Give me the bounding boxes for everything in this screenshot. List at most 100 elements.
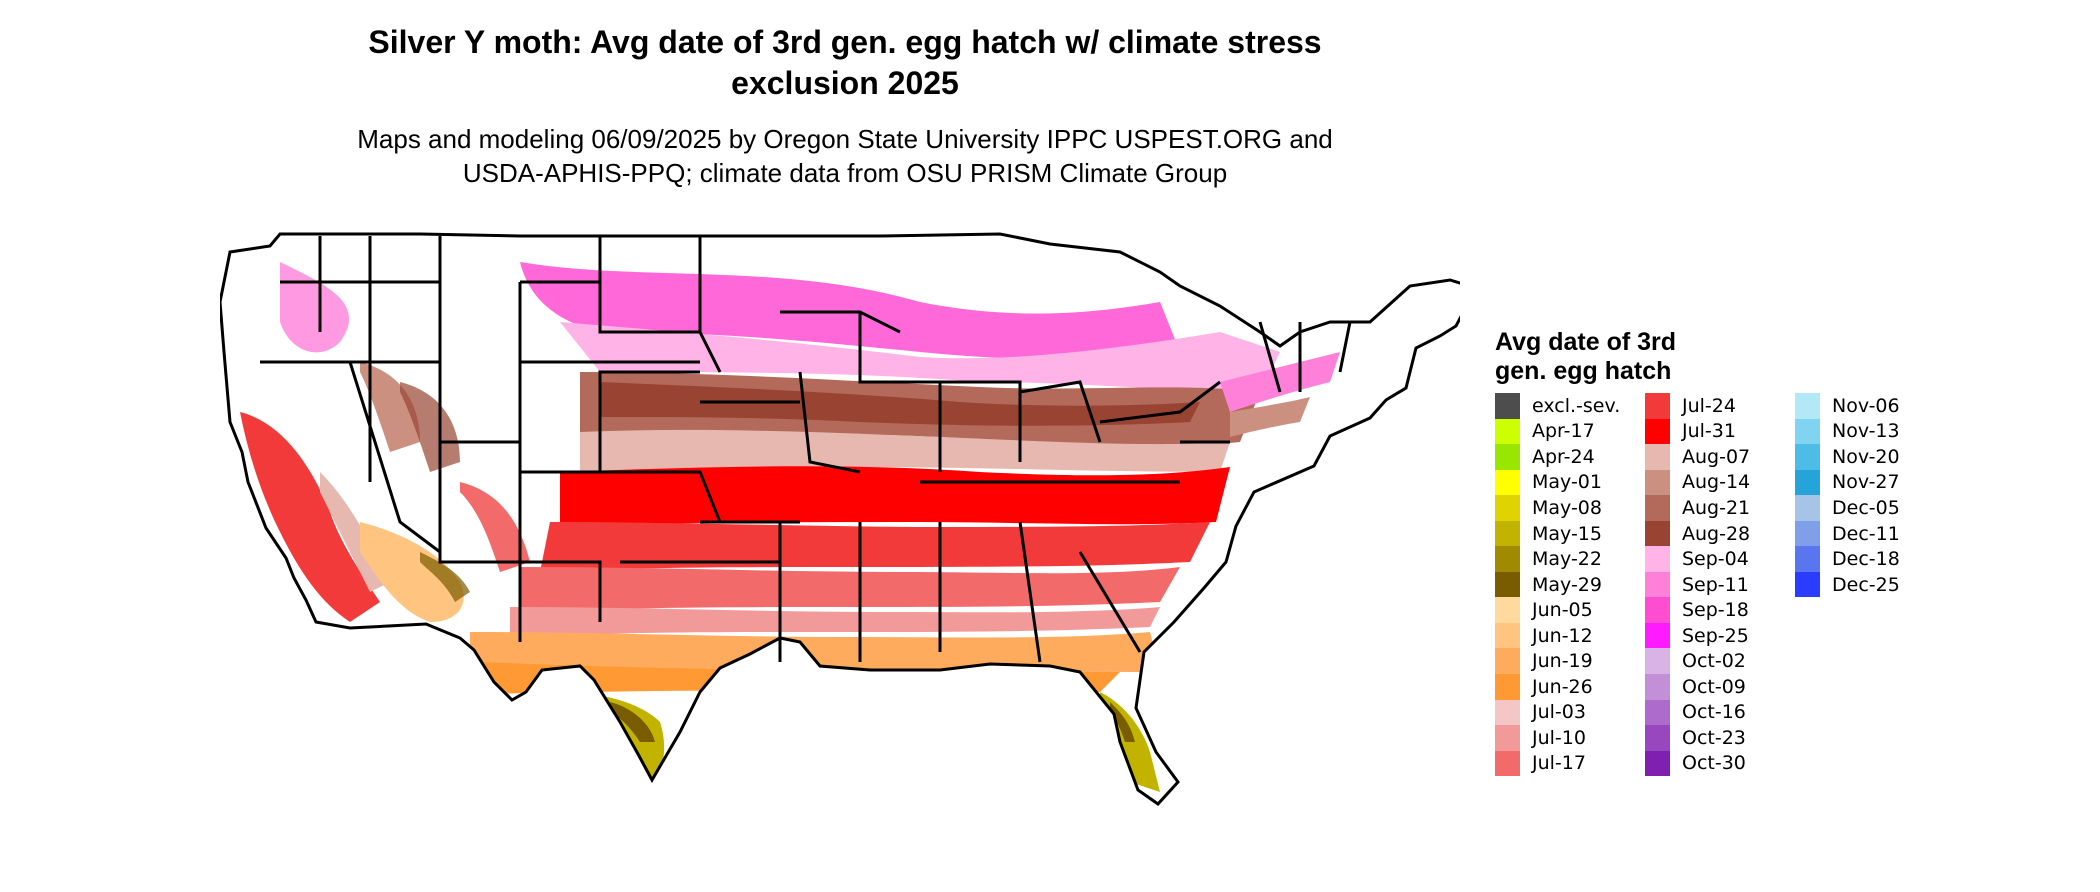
legend-swatch	[1495, 674, 1520, 700]
legend-swatch	[1495, 520, 1520, 547]
state-boundaries	[220, 232, 1460, 806]
legend-label: May-08	[1532, 496, 1602, 519]
legend-swatch	[1495, 750, 1520, 777]
legend-item: Jun-26	[1495, 674, 1645, 700]
legend-item: May-29	[1495, 571, 1645, 598]
legend-item: Jul-10	[1495, 725, 1645, 751]
legend-item: Aug-28	[1645, 520, 1795, 547]
legend-item: Apr-24	[1495, 444, 1645, 470]
legend-swatch	[1645, 597, 1670, 623]
legend-label: Nov-13	[1832, 420, 1900, 443]
legend-swatch	[1645, 495, 1670, 521]
legend-swatch	[1795, 495, 1820, 521]
map-legend: Avg date of 3rd gen. egg hatch excl.-sev…	[1495, 328, 1915, 788]
legend-item: May-01	[1495, 469, 1645, 496]
legend-swatch	[1795, 546, 1820, 572]
legend-swatch	[1645, 469, 1670, 496]
legend-item: Sep-18	[1645, 597, 1795, 623]
legend-swatch	[1795, 418, 1820, 445]
legend-item: Jun-05	[1495, 597, 1645, 623]
legend-item: Oct-23	[1645, 725, 1795, 751]
legend-swatch	[1795, 571, 1820, 598]
legend-item: Jul-17	[1495, 750, 1645, 777]
legend-swatch	[1495, 393, 1520, 419]
legend-swatch	[1645, 725, 1670, 751]
legend-label: Dec-11	[1832, 522, 1900, 545]
legend-swatch	[1645, 393, 1670, 419]
map-subtitle: Maps and modeling 06/09/2025 by Oregon S…	[0, 122, 1690, 190]
legend-item: Dec-18	[1795, 546, 1935, 572]
legend-swatch	[1645, 750, 1670, 777]
map-title-line2: exclusion 2025	[731, 65, 959, 101]
legend-label: Aug-21	[1682, 496, 1751, 519]
legend-item: Oct-16	[1645, 699, 1795, 726]
legend-label: Oct-09	[1682, 675, 1746, 698]
legend-item: Nov-27	[1795, 469, 1935, 496]
legend-label: Oct-16	[1682, 701, 1746, 724]
legend-swatch	[1645, 418, 1670, 445]
legend-item: Sep-04	[1645, 546, 1795, 572]
legend-label: Oct-30	[1682, 752, 1746, 775]
legend-label: Jul-24	[1682, 394, 1736, 417]
legend-swatch	[1645, 622, 1670, 649]
legend-item: Nov-13	[1795, 418, 1935, 445]
legend-label: May-01	[1532, 471, 1602, 494]
legend-swatch	[1495, 444, 1520, 470]
legend-label: Jun-19	[1532, 650, 1593, 673]
legend-swatch	[1795, 444, 1820, 470]
legend-item: Sep-25	[1645, 622, 1795, 649]
legend-swatch	[1795, 393, 1820, 419]
legend-swatch	[1645, 674, 1670, 700]
legend-label: Sep-11	[1682, 573, 1749, 596]
legend-swatch	[1645, 520, 1670, 547]
legend-item: Jun-19	[1495, 648, 1645, 675]
legend-swatch	[1645, 444, 1670, 470]
legend-swatch	[1495, 622, 1520, 649]
legend-item: Dec-05	[1795, 495, 1935, 521]
legend-label: Jun-05	[1532, 599, 1593, 622]
legend-label: Jul-17	[1532, 752, 1586, 775]
legend-label: Dec-18	[1832, 548, 1900, 571]
legend-item: Nov-20	[1795, 444, 1935, 470]
legend-swatch	[1795, 520, 1820, 547]
legend-swatch	[1495, 648, 1520, 675]
legend-item: May-22	[1495, 546, 1645, 572]
legend-item: Aug-21	[1645, 495, 1795, 521]
map-subtitle-line2: USDA-APHIS-PPQ; climate data from OSU PR…	[462, 158, 1228, 188]
legend-label: Jun-12	[1532, 624, 1593, 647]
legend-swatch	[1495, 725, 1520, 751]
date-raster	[220, 234, 1460, 804]
legend-label: Aug-07	[1682, 445, 1751, 468]
legend-swatch	[1495, 571, 1520, 598]
legend-label: Dec-25	[1832, 573, 1900, 596]
legend-swatch	[1495, 597, 1520, 623]
legend-item: Jul-24	[1645, 393, 1795, 419]
legend-label: Nov-27	[1832, 471, 1900, 494]
legend-item: Jul-03	[1495, 699, 1645, 726]
legend-item: Oct-09	[1645, 674, 1795, 700]
legend-label: May-22	[1532, 548, 1602, 571]
legend-item: excl.-sev.	[1495, 393, 1645, 419]
legend-swatch	[1495, 495, 1520, 521]
legend-label: Aug-14	[1682, 471, 1751, 494]
map-title: Silver Y moth: Avg date of 3rd gen. egg …	[0, 22, 1690, 104]
legend-title-line2: gen. egg hatch	[1495, 357, 1672, 385]
legend-item: Oct-02	[1645, 648, 1795, 675]
legend-swatch	[1495, 418, 1520, 445]
legend-label: Oct-02	[1682, 650, 1746, 673]
legend-label: Aug-28	[1682, 522, 1751, 545]
legend-label: Jul-10	[1532, 726, 1586, 749]
legend-swatch	[1495, 546, 1520, 572]
legend-item: Apr-17	[1495, 418, 1645, 445]
legend-item: May-08	[1495, 495, 1645, 521]
legend-swatch	[1645, 546, 1670, 572]
legend-entries: excl.-sev. Apr-17 Apr-24 May-01 May-08 May-15…	[1495, 393, 1935, 777]
legend-swatch	[1645, 699, 1670, 726]
legend-label: Nov-20	[1832, 445, 1900, 468]
map-title-line1: Silver Y moth: Avg date of 3rd gen. egg …	[368, 24, 1322, 60]
us-map	[220, 232, 1460, 806]
legend-label: Apr-24	[1532, 445, 1595, 468]
legend-item: Jul-31	[1645, 418, 1795, 445]
legend-label: Sep-25	[1682, 624, 1749, 647]
legend-label: May-15	[1532, 522, 1602, 545]
